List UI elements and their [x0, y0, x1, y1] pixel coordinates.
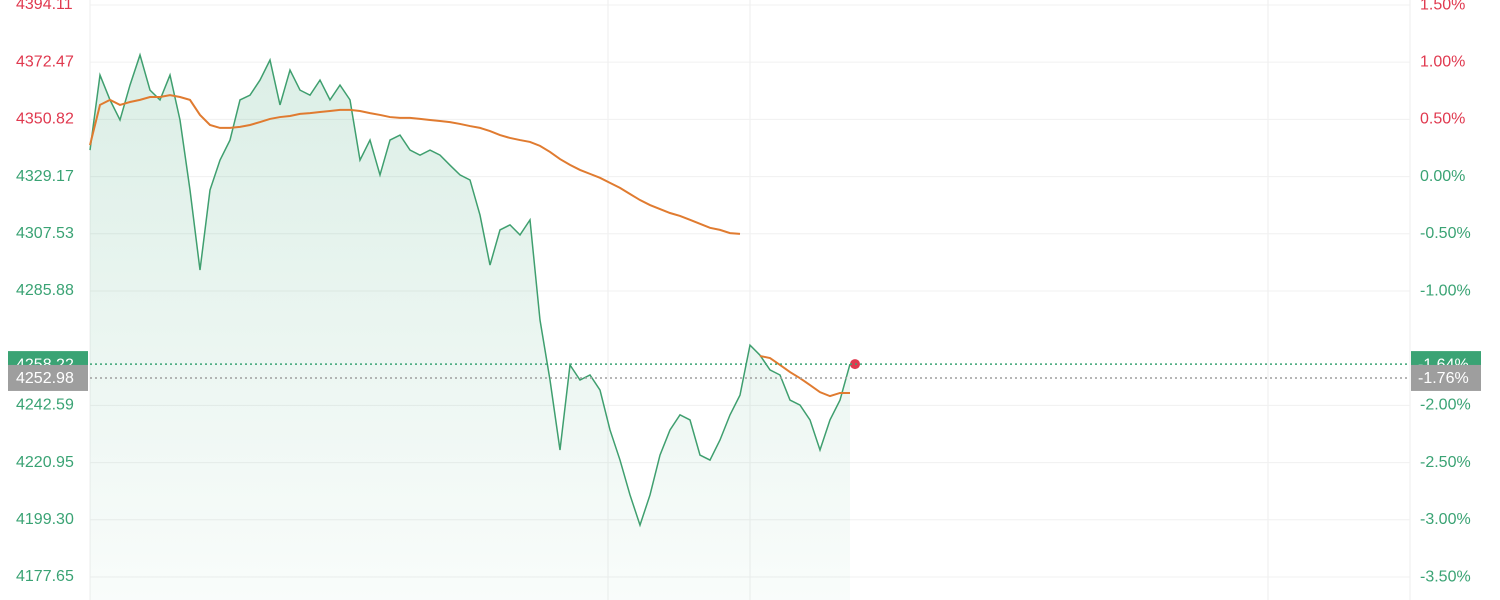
y2-tick-label: 1.50%	[1420, 0, 1465, 13]
y-tick-label: 4329.17	[16, 168, 74, 185]
y2-tick-label: 1.00%	[1420, 53, 1465, 70]
marker-pct-label: -1.76%	[1418, 370, 1469, 387]
y2-tick-label: -1.00%	[1420, 282, 1471, 299]
marker-badge	[8, 364, 88, 391]
y-tick-label: 4242.59	[16, 397, 74, 414]
line	[89, 94, 741, 235]
y2-tick-label: -2.00%	[1420, 397, 1471, 414]
y-tick-label: 4177.65	[16, 568, 74, 585]
y-tick-label: 4285.88	[16, 282, 74, 299]
area	[90, 54, 850, 600]
line	[759, 354, 850, 398]
y2-tick-label: -2.50%	[1420, 454, 1471, 471]
y-tick-label: 4307.53	[16, 225, 74, 242]
marker-label: 4252.98	[16, 370, 74, 387]
marker-badge	[1411, 364, 1481, 391]
y2-tick-label: -0.50%	[1420, 225, 1471, 242]
y2-tick-label: 0.50%	[1420, 111, 1465, 128]
y-tick-label: 4350.82	[16, 111, 74, 128]
y2-tick-label: -3.50%	[1420, 568, 1471, 585]
y-tick-label: 4220.95	[16, 454, 74, 471]
y2-tick-label: -3.00%	[1420, 511, 1471, 528]
y-tick-label: 4394.11	[16, 0, 73, 13]
y-tick-label: 4372.47	[16, 53, 74, 70]
y-tick-label: 4199.30	[16, 511, 74, 528]
y2-tick-label: 0.00%	[1420, 168, 1465, 185]
line	[89, 52, 851, 528]
